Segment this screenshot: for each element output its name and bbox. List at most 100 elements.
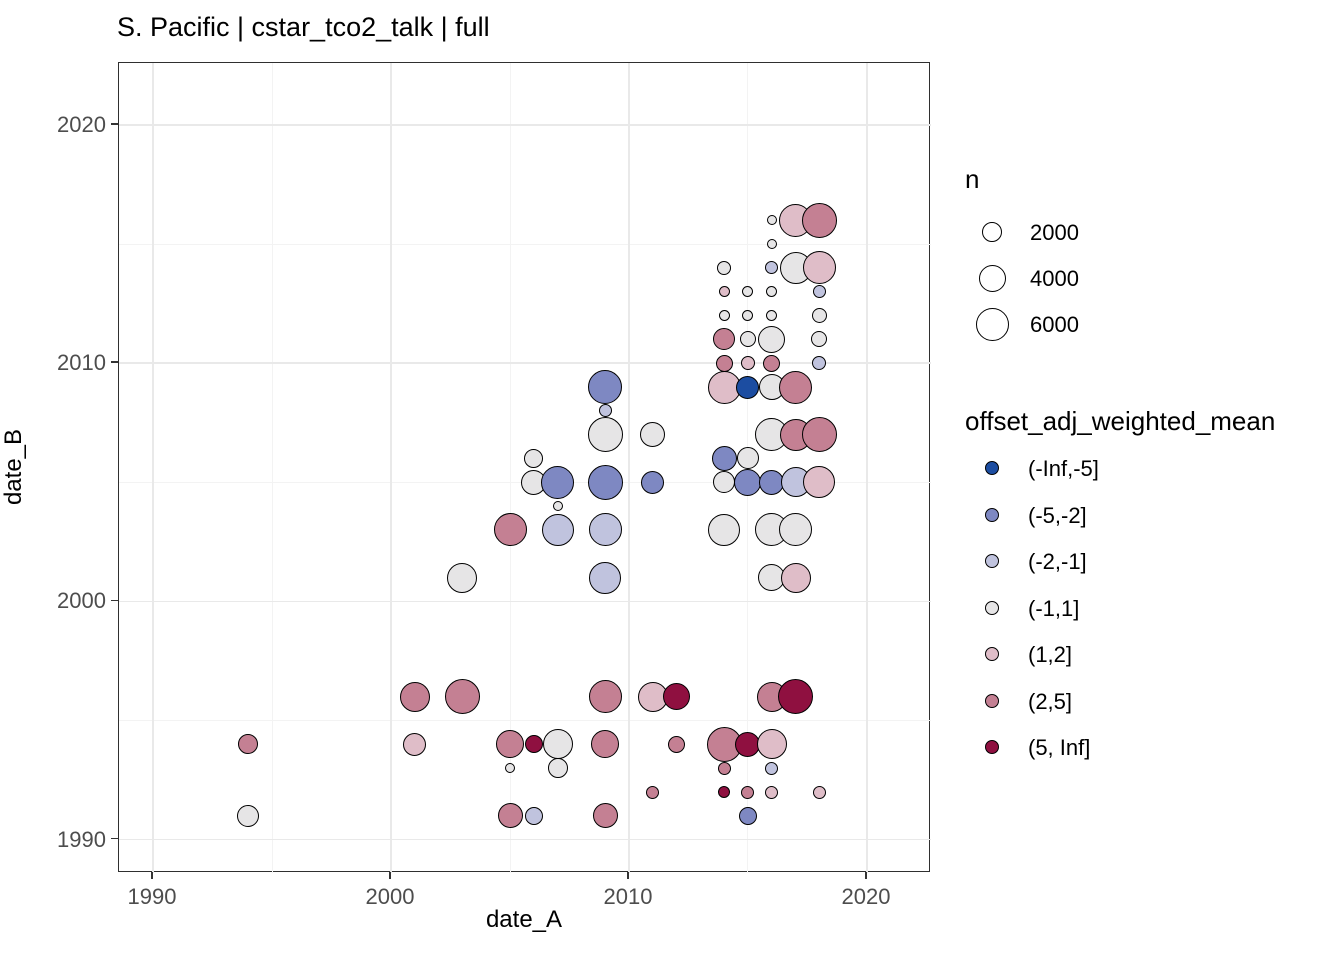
- data-bubble: [740, 356, 755, 371]
- data-bubble: [779, 370, 813, 404]
- data-bubble: [541, 465, 575, 499]
- data-bubble: [717, 260, 732, 275]
- color-legend-dot: [985, 647, 999, 661]
- data-bubble: [780, 562, 811, 593]
- data-bubble: [738, 806, 757, 825]
- data-bubble: [812, 285, 826, 299]
- grid-line-y-major: [119, 600, 931, 603]
- grid-line-x-major: [866, 63, 868, 873]
- x-tick-mark: [151, 872, 153, 879]
- y-tick-mark: [111, 837, 118, 840]
- x-tick-mark: [389, 872, 391, 879]
- grid-line-y-minor: [119, 720, 931, 722]
- data-bubble: [524, 806, 543, 825]
- data-bubble: [717, 761, 731, 775]
- data-bubble: [447, 562, 478, 593]
- data-bubble: [741, 785, 755, 799]
- data-bubble: [734, 468, 762, 496]
- data-bubble: [766, 286, 778, 298]
- data-bubble: [766, 215, 777, 226]
- x-tick-label: 1990: [127, 884, 177, 909]
- data-bubble: [524, 448, 544, 468]
- data-bubble: [542, 729, 573, 760]
- color-legend-dot: [985, 740, 999, 754]
- data-bubble: [588, 680, 622, 714]
- data-bubble: [715, 354, 733, 372]
- data-bubble: [756, 729, 787, 760]
- size-legend-label: 6000: [1030, 312, 1079, 337]
- grid-line-y-minor: [119, 243, 931, 245]
- data-bubble: [801, 202, 837, 238]
- color-legend-label: (5, Inf]: [1028, 735, 1091, 760]
- data-bubble: [646, 785, 660, 799]
- x-tick-label: 2020: [841, 884, 891, 909]
- data-bubble: [238, 734, 259, 755]
- data-bubble: [598, 404, 612, 418]
- color-legend-label: (2,5]: [1028, 688, 1073, 714]
- color-legend-label: (-Inf,-5]: [1028, 456, 1099, 481]
- data-bubble: [592, 803, 618, 829]
- data-bubble: [588, 370, 623, 404]
- data-bubble: [779, 513, 813, 547]
- grid-line-x-major: [152, 63, 154, 873]
- x-tick-label: 2000: [365, 884, 415, 909]
- data-bubble: [589, 561, 622, 594]
- grid-line-y-major: [119, 124, 931, 126]
- data-bubble: [758, 325, 786, 353]
- data-bubble: [663, 683, 691, 711]
- color-legend-label: (-5,-2]: [1028, 502, 1087, 528]
- size-legend-circle: [978, 264, 1006, 292]
- data-bubble: [547, 758, 568, 779]
- data-bubble: [765, 785, 779, 799]
- size-legend-label: 2000: [1030, 220, 1079, 245]
- data-bubble: [765, 761, 779, 775]
- data-bubble: [812, 785, 826, 799]
- data-bubble: [742, 286, 754, 298]
- y-axis-title: date_B: [0, 428, 27, 506]
- data-bubble: [708, 513, 741, 546]
- color-legend-dot: [985, 600, 999, 615]
- data-bubble: [735, 731, 761, 757]
- data-bubble: [524, 735, 543, 754]
- x-axis-title: date_A: [485, 906, 563, 933]
- color-legend-title: offset_adj_weighted_mean: [965, 406, 1276, 436]
- data-bubble: [802, 251, 836, 285]
- data-bubble: [718, 286, 730, 298]
- data-bubble: [641, 470, 665, 494]
- grid-line-x-minor: [509, 63, 511, 873]
- size-legend-title: n: [965, 164, 980, 194]
- grid-line-x-major: [628, 63, 630, 873]
- data-bubble: [505, 763, 515, 774]
- data-bubble: [399, 681, 430, 712]
- data-bubble: [766, 239, 777, 250]
- data-bubble: [763, 354, 781, 372]
- color-legend-label: (-2,-1]: [1028, 549, 1087, 574]
- data-bubble: [766, 310, 778, 322]
- data-bubble: [587, 464, 623, 500]
- data-bubble: [588, 513, 622, 547]
- y-tick-label: 2000: [57, 588, 106, 614]
- data-bubble: [713, 328, 736, 351]
- x-tick-mark: [865, 872, 867, 879]
- data-bubble: [801, 417, 837, 453]
- x-tick-mark: [627, 872, 629, 879]
- data-bubble: [541, 513, 574, 546]
- data-bubble: [765, 261, 779, 275]
- data-bubble: [778, 679, 814, 715]
- data-bubble: [591, 730, 620, 759]
- y-tick-label: 2010: [57, 350, 106, 376]
- grid-line-x-major: [390, 63, 392, 873]
- x-tick-label: 2010: [603, 884, 653, 909]
- data-bubble: [739, 331, 756, 348]
- data-bubble: [803, 466, 836, 499]
- color-legend-dot: [985, 461, 999, 475]
- size-legend-circle: [975, 307, 1009, 341]
- y-tick-mark: [111, 123, 118, 125]
- color-legend-dot: [985, 693, 999, 708]
- data-bubble: [587, 417, 623, 453]
- data-bubble: [713, 471, 736, 494]
- grid-line-y-major: [119, 362, 931, 364]
- color-legend-label: (1,2]: [1028, 642, 1073, 667]
- data-bubble: [668, 735, 686, 753]
